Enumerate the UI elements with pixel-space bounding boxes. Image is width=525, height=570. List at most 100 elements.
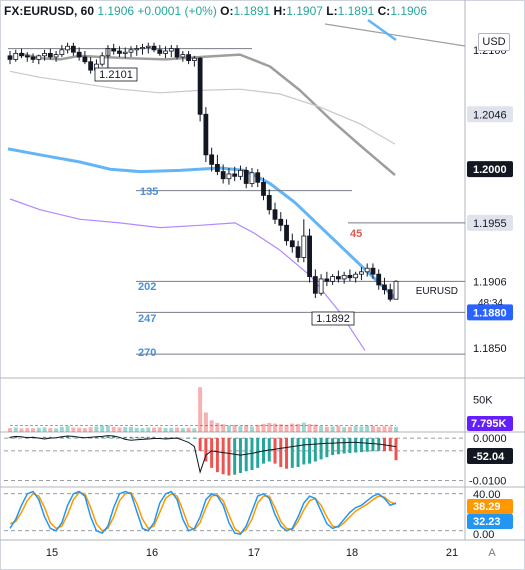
- candle-body[interactable]: [76, 51, 82, 58]
- candle-body[interactable]: [30, 56, 36, 60]
- candle-body[interactable]: [47, 53, 53, 58]
- symbol-name[interactable]: FX:EURUSD, 60: [4, 4, 95, 18]
- candle-body[interactable]: [140, 47, 145, 50]
- macd-histogram-bar: [48, 436, 52, 439]
- symbol-tag: EURUSD: [416, 286, 458, 297]
- candle-body[interactable]: [387, 289, 393, 300]
- time-axis[interactable]: 15 16 17 18 21 A: [46, 547, 496, 559]
- candle-body[interactable]: [232, 173, 238, 177]
- candle-body[interactable]: [82, 56, 88, 63]
- candle-body[interactable]: [295, 246, 301, 258]
- candle-body[interactable]: [203, 113, 209, 156]
- candle-body[interactable]: [36, 55, 42, 60]
- candle-body[interactable]: [65, 45, 71, 51]
- candle-body[interactable]: [284, 224, 289, 242]
- candle-body[interactable]: [255, 172, 261, 183]
- volume-bar: [13, 427, 18, 432]
- volume-bar: [157, 427, 162, 432]
- candle-body[interactable]: [312, 276, 318, 294]
- candle-body[interactable]: [226, 173, 232, 180]
- volume-bar: [232, 424, 237, 432]
- candle-body[interactable]: [117, 50, 122, 54]
- candle-body[interactable]: [128, 49, 134, 53]
- price-axis[interactable]: 1.21001.20461.20001.19551.19061.18801.18…: [467, 45, 513, 355]
- volume-bar: [388, 426, 393, 432]
- volume-bar: [77, 427, 82, 432]
- volume-bar: [324, 426, 329, 432]
- candle-body[interactable]: [209, 154, 215, 165]
- candle-body[interactable]: [88, 61, 94, 71]
- candle-body[interactable]: [376, 273, 382, 286]
- candle-body[interactable]: [393, 280, 399, 300]
- volume-bar: [175, 427, 180, 432]
- candle-body[interactable]: [330, 276, 336, 282]
- macd-histogram-bar: [71, 436, 75, 439]
- candle-body[interactable]: [7, 55, 13, 60]
- high-value: 1.1907: [286, 4, 323, 18]
- candle-body[interactable]: [186, 54, 191, 61]
- candle-body[interactable]: [382, 284, 387, 291]
- candle-body[interactable]: [289, 240, 295, 248]
- candle-body[interactable]: [364, 267, 370, 273]
- price-axis-badge: [467, 273, 513, 290]
- auto-scale-button[interactable]: A: [488, 547, 496, 559]
- candle-body[interactable]: [157, 49, 163, 54]
- candle-body[interactable]: [238, 169, 243, 177]
- candle-body[interactable]: [318, 278, 324, 294]
- currency-button[interactable]: USD: [478, 33, 510, 51]
- candle-body[interactable]: [341, 274, 347, 280]
- candle-body[interactable]: [99, 55, 105, 65]
- candle-body[interactable]: [174, 48, 180, 58]
- candle-body[interactable]: [24, 55, 30, 58]
- candle-body[interactable]: [59, 49, 65, 56]
- candle-body[interactable]: [370, 267, 376, 275]
- macd-histogram-bar: [302, 438, 306, 465]
- candle-body[interactable]: [301, 235, 307, 258]
- candle-body[interactable]: [359, 271, 364, 275]
- candle-body[interactable]: [168, 48, 174, 52]
- candle-body[interactable]: [266, 195, 272, 211]
- candle-body[interactable]: [151, 45, 157, 51]
- candle-body[interactable]: [278, 218, 284, 226]
- candle-body[interactable]: [215, 163, 220, 172]
- candle-body[interactable]: [163, 50, 168, 54]
- low-label: L:: [326, 4, 338, 18]
- candle-body[interactable]: [122, 51, 128, 54]
- candle-body[interactable]: [197, 57, 203, 115]
- volume-bar: [278, 424, 283, 432]
- candle-body[interactable]: [335, 276, 341, 280]
- candle-body[interactable]: [307, 235, 312, 277]
- candle-body[interactable]: [191, 57, 197, 61]
- macd-pane[interactable]: 0.0000 -52.04 -0.0100: [4, 433, 513, 488]
- candle-body[interactable]: [111, 48, 117, 52]
- volume-bar: [36, 427, 41, 432]
- candle-body[interactable]: [261, 181, 266, 196]
- macd-histogram-bar: [100, 436, 104, 439]
- candle-body[interactable]: [53, 54, 59, 58]
- volume-bar: [100, 425, 105, 432]
- candle-body[interactable]: [220, 171, 226, 180]
- volume-pane[interactable]: 50K 7.795K: [8, 387, 513, 432]
- macd-histogram-bar: [331, 438, 335, 456]
- candle-body[interactable]: [243, 169, 249, 184]
- macd-histogram-bar: [192, 437, 196, 439]
- candle-body[interactable]: [180, 54, 186, 58]
- time-axis-label: 17: [248, 547, 260, 559]
- candle-body[interactable]: [145, 45, 151, 48]
- candle-body[interactable]: [134, 48, 140, 51]
- candle-body[interactable]: [13, 53, 19, 60]
- candle-body[interactable]: [42, 53, 47, 57]
- macd-histogram-bar: [348, 438, 352, 453]
- candle-body[interactable]: [70, 45, 76, 53]
- candle-body[interactable]: [272, 209, 278, 220]
- low-label-box: [311, 311, 355, 326]
- candle-body[interactable]: [19, 53, 24, 57]
- macd-histogram-bar: [313, 438, 317, 462]
- candle-body[interactable]: [324, 278, 330, 282]
- candle-body[interactable]: [347, 274, 353, 279]
- candle-body[interactable]: [249, 172, 255, 184]
- candle-body[interactable]: [353, 273, 359, 279]
- volume-bar: [209, 420, 214, 432]
